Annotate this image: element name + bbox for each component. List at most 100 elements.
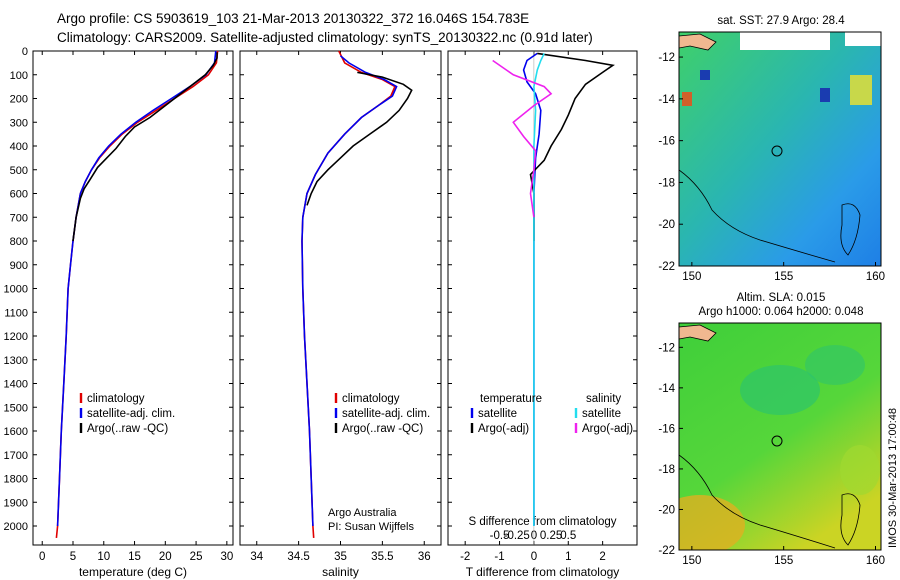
sst-cloud-gap bbox=[740, 32, 830, 50]
secondary-tick-label: -0.25 bbox=[504, 530, 530, 542]
x-tick-label: 34.5 bbox=[287, 551, 309, 563]
annotation-text: PI: Susan Wijffels bbox=[328, 521, 414, 533]
series-line bbox=[492, 59, 553, 218]
y-tick-label: 1000 bbox=[4, 284, 28, 296]
x-tick-label: 36 bbox=[418, 551, 431, 563]
x-tick-label: 0 bbox=[39, 551, 45, 563]
sst-cool-patch bbox=[700, 70, 710, 80]
sst-land-new-guinea bbox=[679, 33, 717, 51]
x-tick-label: 34 bbox=[250, 551, 263, 563]
y-tick-label: 1300 bbox=[4, 355, 28, 367]
y-tick-label: 1100 bbox=[4, 307, 28, 319]
x-tick-label: 25 bbox=[190, 551, 203, 563]
panel-difference: -2 -1 0 1 2 T difference from climatology -0.5… bbox=[447, 50, 638, 579]
plot-frame bbox=[447, 50, 638, 546]
x-tick-label: 10 bbox=[97, 551, 110, 563]
sla-cool-eddy bbox=[805, 345, 865, 385]
sst-warm-patch bbox=[682, 92, 692, 106]
sst-cloud-gap bbox=[845, 32, 881, 46]
map-y-tick-label: -20 bbox=[658, 219, 675, 231]
legend-label: climatology bbox=[342, 393, 400, 405]
panel-temperature: 0100200300400500600700800900100011001200… bbox=[4, 46, 234, 579]
y-tick-label: 600 bbox=[10, 189, 28, 201]
legend-label: Argo(..raw -QC) bbox=[87, 423, 168, 435]
x-tick-label: 15 bbox=[128, 551, 141, 563]
x-axis-label: temperature (deg C) bbox=[79, 565, 187, 579]
x-tick-label: 35 bbox=[334, 551, 347, 563]
sla-cool-eddy bbox=[740, 365, 820, 415]
sst-reef-contour bbox=[679, 169, 836, 263]
legend-label: satellite bbox=[582, 408, 621, 420]
map-y-tick-label: -20 bbox=[658, 504, 675, 516]
sst-island-contour bbox=[840, 203, 861, 256]
map-x-tick-label: 150 bbox=[682, 555, 701, 567]
x-tick-label: 1 bbox=[565, 551, 571, 563]
map-y-tick-label: -14 bbox=[658, 94, 675, 106]
y-tick-label: 700 bbox=[10, 212, 28, 224]
legend-label: Argo(-adj) bbox=[582, 423, 633, 435]
sla-map-title-line1: Altim. SLA: 0.015 bbox=[737, 292, 826, 304]
x-tick-label: 0 bbox=[531, 551, 537, 563]
y-tick-label: 500 bbox=[10, 165, 28, 177]
x-tick-label: 5 bbox=[70, 551, 76, 563]
legend-label: satellite-adj. clim. bbox=[87, 408, 175, 420]
plot-frame bbox=[32, 50, 234, 546]
map-x-tick-label: 155 bbox=[774, 271, 793, 283]
x-tick-label: -1 bbox=[494, 551, 504, 563]
x-axis-label: T difference from climatology bbox=[466, 565, 620, 579]
map-y-tick-label: -22 bbox=[658, 545, 675, 557]
y-tick-label: 800 bbox=[10, 236, 28, 248]
y-tick-label: 300 bbox=[10, 117, 28, 129]
sst-map-frame bbox=[678, 31, 882, 267]
map-x-tick-label: 160 bbox=[866, 271, 885, 283]
x-tick-label: 30 bbox=[220, 551, 233, 563]
series-line bbox=[306, 71, 413, 206]
annotation-text: Argo Australia bbox=[328, 507, 397, 519]
secondary-axis-label: S difference from climatology bbox=[468, 516, 616, 528]
imos-timestamp: IMOS 30-Mar-2013 17:00:48 bbox=[887, 408, 899, 548]
sst-field bbox=[679, 32, 881, 266]
sst-map-title: sat. SST: 27.9 Argo: 28.4 bbox=[717, 15, 845, 27]
y-tick-label: 1800 bbox=[4, 474, 28, 486]
legend-label: temperature bbox=[480, 393, 542, 405]
series-line bbox=[522, 52, 542, 526]
legend-label: climatology bbox=[87, 393, 145, 405]
map-y-tick-label: -12 bbox=[658, 52, 675, 64]
argo-location-marker bbox=[771, 435, 783, 447]
figure-title-line1: Argo profile: CS 5903619_103 21-Mar-2013… bbox=[57, 11, 529, 26]
series-line bbox=[72, 52, 218, 242]
x-tick-label: -2 bbox=[460, 551, 470, 563]
secondary-tick-label: 0.5 bbox=[560, 530, 576, 542]
x-axis-label: salinity bbox=[322, 565, 359, 579]
y-tick-label: 100 bbox=[10, 70, 28, 82]
sla-map-frame bbox=[678, 322, 882, 551]
secondary-tick-label: -0.5 bbox=[490, 530, 510, 542]
y-tick-label: 2000 bbox=[4, 521, 28, 533]
series-line bbox=[301, 50, 396, 538]
sst-cool-patch bbox=[820, 88, 830, 102]
legend-label: Argo(..raw -QC) bbox=[342, 423, 423, 435]
sla-land-new-guinea bbox=[679, 324, 717, 342]
map-y-tick-label: -18 bbox=[658, 464, 675, 476]
map-x-tick-label: 150 bbox=[682, 271, 701, 283]
y-tick-label: 200 bbox=[10, 94, 28, 106]
legend-label: satellite bbox=[478, 408, 517, 420]
x-tick-label: 35.5 bbox=[371, 551, 393, 563]
series-line bbox=[533, 53, 545, 526]
sla-reef-contour bbox=[679, 454, 836, 549]
y-tick-label: 1900 bbox=[4, 497, 28, 509]
map-x-tick-label: 160 bbox=[866, 555, 885, 567]
y-tick-label: 1600 bbox=[4, 426, 28, 438]
map-y-tick-label: -14 bbox=[658, 383, 675, 395]
y-tick-label: 0 bbox=[22, 46, 28, 58]
argo-location-marker bbox=[771, 145, 783, 157]
sla-island-contour bbox=[840, 493, 861, 546]
x-tick-label: 20 bbox=[159, 551, 172, 563]
sla-map: Altim. SLA: 0.015 Argo h1000: 0.064 h200… bbox=[658, 292, 885, 567]
panel-salinity: 34 34.5 35 35.5 36 salinity climatology satelli… bbox=[239, 50, 442, 579]
y-tick-label: 900 bbox=[10, 260, 28, 272]
sla-warm-eddy bbox=[840, 445, 880, 495]
map-y-tick-label: -16 bbox=[658, 423, 675, 435]
y-tick-label: 1700 bbox=[4, 450, 28, 462]
figure-title-line2: Climatology: CARS2009. Satellite-adjuste… bbox=[57, 30, 593, 45]
